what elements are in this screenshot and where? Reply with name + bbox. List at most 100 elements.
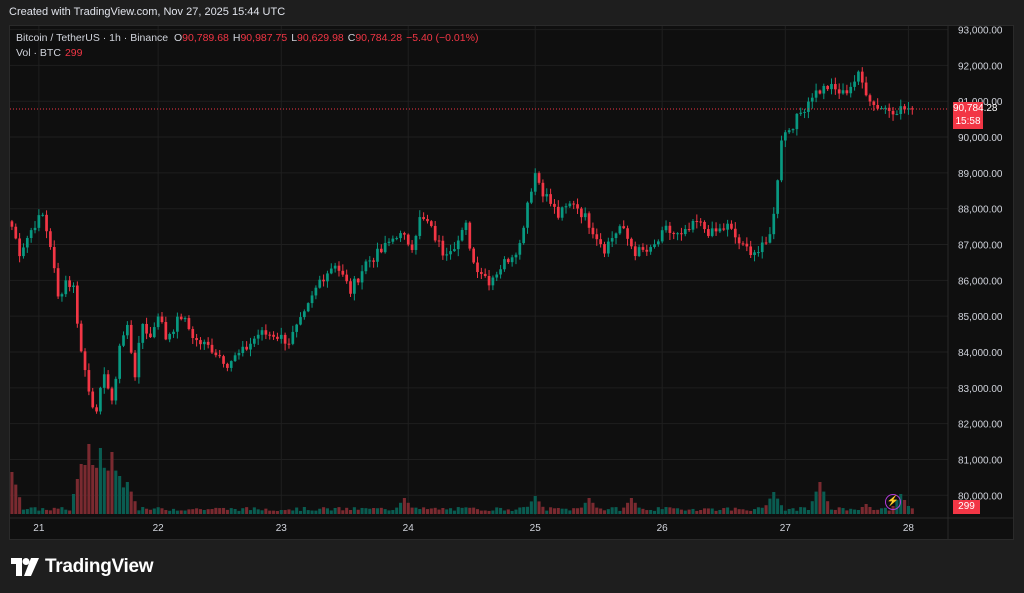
candle-body xyxy=(41,214,45,216)
candle-body xyxy=(606,241,610,254)
volume-bar xyxy=(791,508,795,514)
volume-bar xyxy=(587,498,591,514)
candle-body xyxy=(722,228,726,230)
candle-body xyxy=(487,276,491,286)
volume-bar xyxy=(564,508,568,514)
volume-bar xyxy=(98,448,102,514)
volume-bar xyxy=(537,501,541,514)
candle-body xyxy=(145,323,148,334)
candle-body xyxy=(768,234,772,243)
candle-body xyxy=(810,97,814,102)
volume-bar xyxy=(779,505,784,514)
candle-body xyxy=(418,217,422,236)
candle-body xyxy=(757,252,760,254)
candle-body xyxy=(645,249,649,252)
candle-body xyxy=(91,391,95,408)
volume-bar xyxy=(445,509,449,514)
candle-body xyxy=(510,257,514,263)
volume-bar xyxy=(210,509,214,514)
volume-bar xyxy=(460,507,464,514)
candle-body xyxy=(164,322,168,340)
candle-body xyxy=(703,221,706,230)
close-label: C xyxy=(347,32,356,44)
candle-body xyxy=(476,262,479,273)
volume-bar xyxy=(356,509,360,514)
lightning-icon[interactable]: ⚡ xyxy=(885,494,901,510)
volume-legend[interactable]: Vol · BTC 299 xyxy=(16,47,82,59)
candle-body xyxy=(441,240,445,256)
tradingview-logo[interactable]: TradingView xyxy=(11,556,154,578)
candle-body xyxy=(329,268,333,274)
candle-body xyxy=(387,241,391,243)
candle-body xyxy=(518,243,522,255)
volume-bar xyxy=(541,506,545,514)
volume-bar xyxy=(314,510,318,514)
volume-bar xyxy=(237,510,241,514)
candle-body xyxy=(79,323,83,352)
volume-bars xyxy=(10,444,914,514)
candle-body xyxy=(583,213,587,218)
candle-body xyxy=(807,101,810,112)
chart-pane[interactable] xyxy=(9,25,1014,540)
candle-body xyxy=(745,243,749,247)
volume-bar xyxy=(456,507,460,514)
symbol-legend[interactable]: Bitcoin / TetherUS · 1h · Binance O90,78… xyxy=(16,32,478,44)
candle-body xyxy=(99,387,102,412)
volume-bar xyxy=(95,467,99,514)
candle-body xyxy=(899,106,903,115)
candle-body xyxy=(610,238,614,242)
candle-body xyxy=(830,84,833,90)
volume-bar xyxy=(360,507,364,514)
volume-bar xyxy=(110,452,114,514)
price-axis-label: 80,000.00 xyxy=(958,491,1003,502)
volume-bar xyxy=(298,510,303,514)
volume-bar xyxy=(833,509,837,514)
candle-body xyxy=(868,95,872,102)
volume-bar xyxy=(433,507,437,514)
volume-bar xyxy=(183,510,187,514)
candle-body xyxy=(114,378,118,401)
price-axis-label: 81,000.00 xyxy=(958,455,1003,466)
volume-bar xyxy=(814,491,818,514)
volume-bar xyxy=(622,507,626,514)
volume-bar xyxy=(752,509,757,514)
volume-bar xyxy=(756,507,760,514)
volume-bar xyxy=(283,510,287,514)
candle-body xyxy=(637,247,641,257)
price-axis-label: 82,000.00 xyxy=(958,420,1003,431)
candle-body xyxy=(903,106,906,110)
volume-bar xyxy=(595,507,599,514)
volume-bar xyxy=(202,509,206,514)
volume-bar xyxy=(279,510,283,514)
candle-body xyxy=(733,228,737,238)
volume-bar xyxy=(783,510,787,514)
volume-bar xyxy=(649,509,653,514)
volume-bar xyxy=(18,497,22,514)
candle-body xyxy=(464,222,468,230)
price-axis-label: 89,000.00 xyxy=(958,169,1003,180)
volume-bar xyxy=(518,507,522,514)
volume-bar xyxy=(222,507,226,514)
volume-bar xyxy=(676,508,680,514)
time-axis-label: 26 xyxy=(657,523,669,534)
candle-body xyxy=(29,230,33,239)
price-axis-label: 83,000.00 xyxy=(958,384,1003,395)
open-label: O xyxy=(173,32,183,44)
volume-bar xyxy=(483,510,487,514)
price-axis-label: 92,000.00 xyxy=(958,61,1003,72)
volume-bar xyxy=(79,464,83,514)
volume-bar xyxy=(710,508,714,514)
volume-bar xyxy=(479,510,483,514)
volume-bar xyxy=(495,507,499,514)
price-axis-label: 86,000.00 xyxy=(958,276,1003,287)
volume-bar xyxy=(679,509,683,514)
brand-name: TradingView xyxy=(45,556,154,577)
candle-body xyxy=(83,351,87,371)
volume-bar xyxy=(252,507,256,514)
candle-body xyxy=(341,270,345,275)
volume-bar xyxy=(168,510,172,514)
candle-body xyxy=(152,327,156,338)
candle-body xyxy=(206,341,210,345)
candle-body xyxy=(780,140,783,181)
